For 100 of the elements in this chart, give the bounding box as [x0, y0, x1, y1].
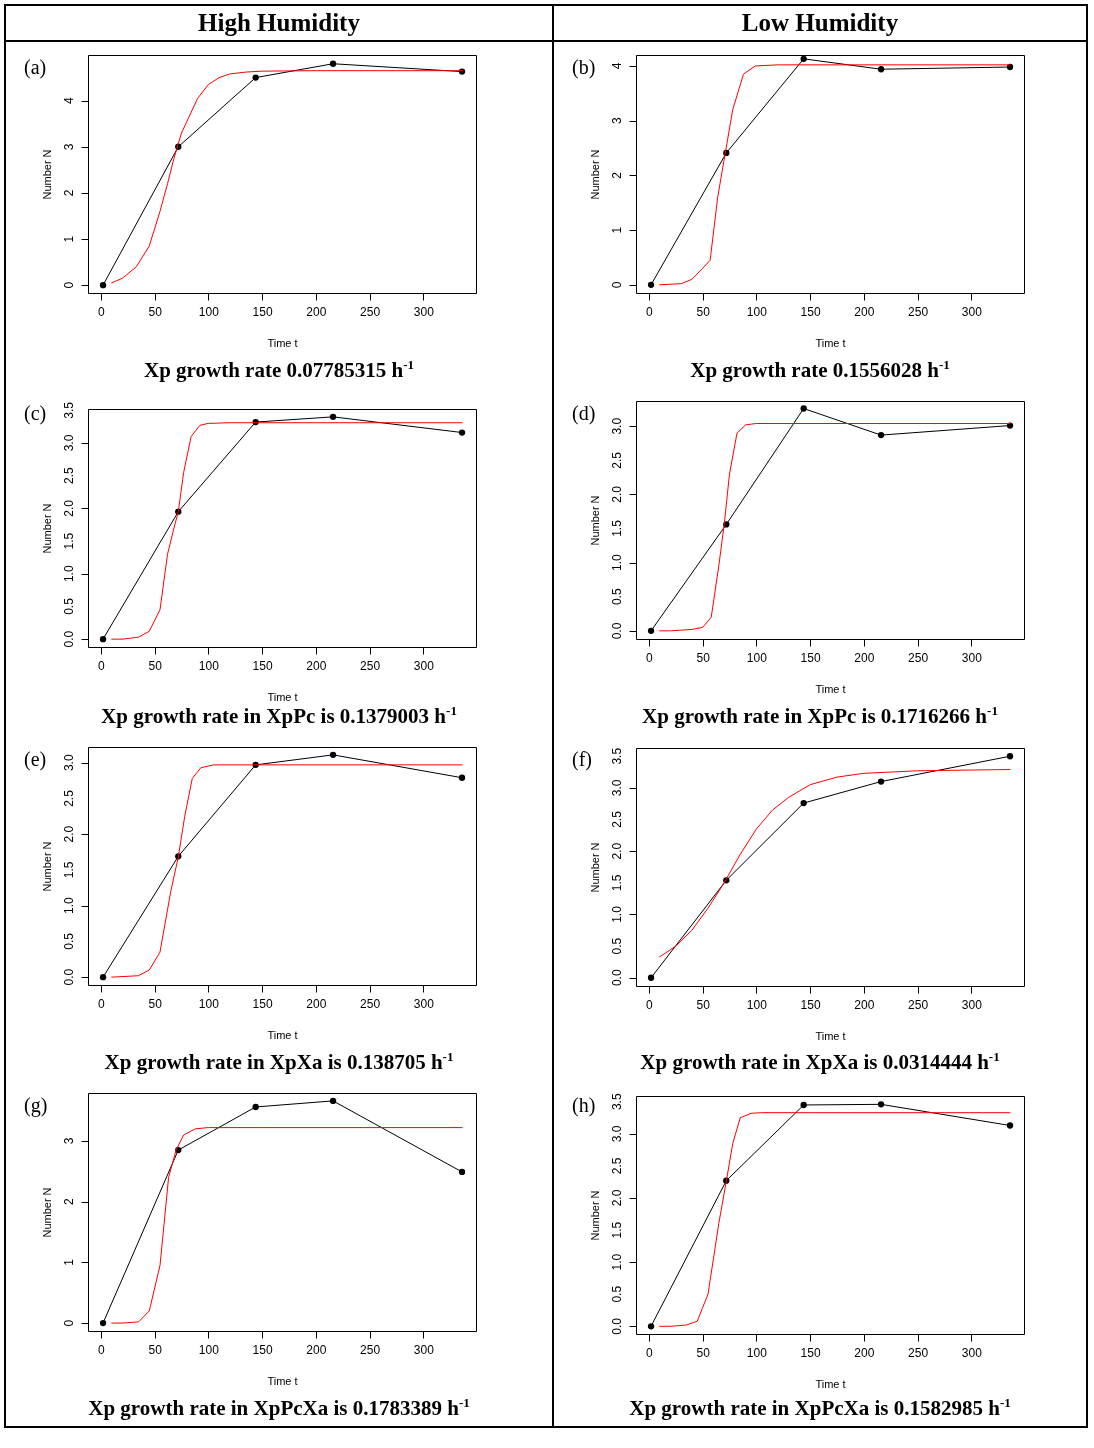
x-tick-label: 150 [252, 304, 273, 319]
x-axis-title: Time t [267, 1028, 298, 1041]
text: Xp growth rate in XpXa is 0.138705 h$^{-1}$ [103, 1048, 455, 1076]
text: (f) [572, 748, 592, 771]
x-tick-label: 250 [908, 1345, 929, 1360]
x-tick-label: 100 [746, 304, 768, 319]
y-axis-title: Number N [41, 841, 53, 892]
x-tick-label: 50 [148, 304, 163, 319]
text: (d) [572, 402, 596, 425]
y-tick-label: 2 [610, 171, 624, 179]
x-tick-label: 0 [98, 996, 106, 1011]
x-tick-label: 50 [696, 304, 711, 319]
y-tick-label: 1.0 [610, 553, 624, 571]
y-tick-label: 2.5 [610, 1157, 624, 1175]
x-tick-label: 50 [696, 650, 711, 665]
y-tick-label: 0.0 [610, 622, 624, 640]
x-tick-label: 0 [646, 1345, 654, 1360]
x-tick-label: 250 [360, 658, 381, 673]
x-tick-label: 50 [696, 997, 711, 1012]
x-tick-label: 200 [306, 1342, 327, 1357]
y-tick-label: 3.5 [610, 1093, 624, 1111]
y-tick-label: 0 [62, 1319, 76, 1327]
y-tick-label: 3 [610, 117, 624, 124]
text: (c) [24, 402, 47, 425]
y-axis-title: Number N [41, 149, 53, 200]
chart-title: Low Humidity [554, 6, 1086, 42]
x-tick-label: 150 [800, 1345, 821, 1360]
text: (a) [24, 56, 47, 79]
x-tick-label: 250 [360, 304, 381, 319]
text: Xp growth rate in XpPc is 0.1379003 h$^{-1}$ [100, 702, 458, 730]
y-tick-label: 1.0 [610, 1253, 624, 1271]
y-axis-title: Number N [589, 495, 601, 546]
x-tick-label: 100 [746, 650, 768, 665]
x-tick-label: 0 [646, 650, 654, 665]
y-tick-label: 1.0 [62, 897, 76, 915]
x-tick-label: 0 [646, 304, 654, 319]
y-tick-label: 2.0 [62, 499, 76, 517]
y-tick-label: 0.5 [62, 597, 76, 615]
y-tick-label: 2.0 [610, 842, 624, 860]
y-tick-label: 1.5 [610, 1221, 624, 1239]
x-tick-label: 50 [696, 1345, 711, 1360]
y-tick-label: 0 [610, 281, 624, 289]
text: Xp growth rate 0.1556028 h$^{-1}$ [689, 356, 951, 384]
x-tick-label: 200 [306, 658, 327, 673]
x-tick-label: 100 [198, 658, 220, 673]
x-tick-label: 0 [98, 658, 106, 673]
y-tick-label: 3.0 [610, 779, 624, 797]
x-tick-label: 150 [252, 1342, 273, 1357]
x-tick-label: 250 [908, 304, 929, 319]
x-tick-label: 100 [198, 996, 220, 1011]
x-tick-label: 0 [646, 997, 654, 1012]
x-tick-label: 50 [148, 996, 163, 1011]
y-tick-label: 3.0 [62, 434, 76, 452]
y-tick-label: 0.5 [610, 937, 624, 955]
x-tick-label: 200 [854, 997, 875, 1012]
y-tick-label: 0.5 [62, 932, 76, 950]
y-tick-label: 1.5 [62, 861, 76, 879]
y-tick-label: 0.0 [610, 1317, 624, 1335]
x-tick-label: 300 [961, 1345, 983, 1360]
y-tick-label: 1.5 [610, 519, 624, 537]
text: Xp growth rate in XpPcXa is 0.1582985 h$^{-1}$ [628, 1394, 1012, 1422]
y-tick-label: 4 [610, 62, 624, 70]
y-tick-label: 0 [62, 281, 76, 289]
x-axis-title: Time t [815, 1029, 846, 1042]
y-tick-label: 1.0 [62, 565, 76, 583]
y-tick-label: 1 [62, 235, 76, 243]
y-tick-label: 3.5 [62, 401, 76, 419]
x-axis-title: Time t [267, 1374, 298, 1387]
x-tick-label: 150 [252, 996, 273, 1011]
y-tick-label: 2.5 [610, 810, 624, 828]
x-axis-title: Time t [815, 1377, 846, 1390]
y-tick-label: 3.0 [62, 754, 76, 772]
y-tick-label: 2.0 [610, 1189, 624, 1207]
text: (h) [572, 1094, 596, 1117]
x-tick-label: 250 [360, 996, 381, 1011]
x-tick-label: 50 [148, 1342, 163, 1357]
x-tick-label: 150 [800, 997, 821, 1012]
x-tick-label: 200 [854, 304, 875, 319]
x-tick-label: 50 [148, 658, 163, 673]
y-axis-title: Number N [589, 149, 601, 200]
y-axis-title: Number N [41, 1187, 53, 1238]
x-tick-label: 300 [961, 650, 983, 665]
y-tick-label: 2.0 [610, 485, 624, 503]
x-tick-label: 200 [306, 304, 327, 319]
y-tick-label: 1 [610, 226, 624, 234]
y-tick-label: 4 [62, 97, 76, 105]
x-tick-label: 100 [746, 1345, 768, 1360]
y-tick-label: 3.0 [610, 1125, 624, 1143]
y-tick-label: 2.5 [62, 789, 76, 807]
x-axis-title: Time t [267, 690, 298, 703]
y-axis-title: Number N [589, 1190, 601, 1241]
x-tick-label: 300 [413, 304, 435, 319]
y-tick-label: 0.0 [62, 968, 76, 986]
x-tick-label: 150 [252, 658, 273, 673]
y-axis-title: Number N [589, 842, 601, 893]
y-tick-label: 1.0 [610, 905, 624, 923]
x-tick-label: 100 [198, 304, 220, 319]
y-tick-label: 2.5 [62, 467, 76, 485]
x-tick-label: 0 [98, 1342, 106, 1357]
x-tick-label: 150 [800, 650, 821, 665]
